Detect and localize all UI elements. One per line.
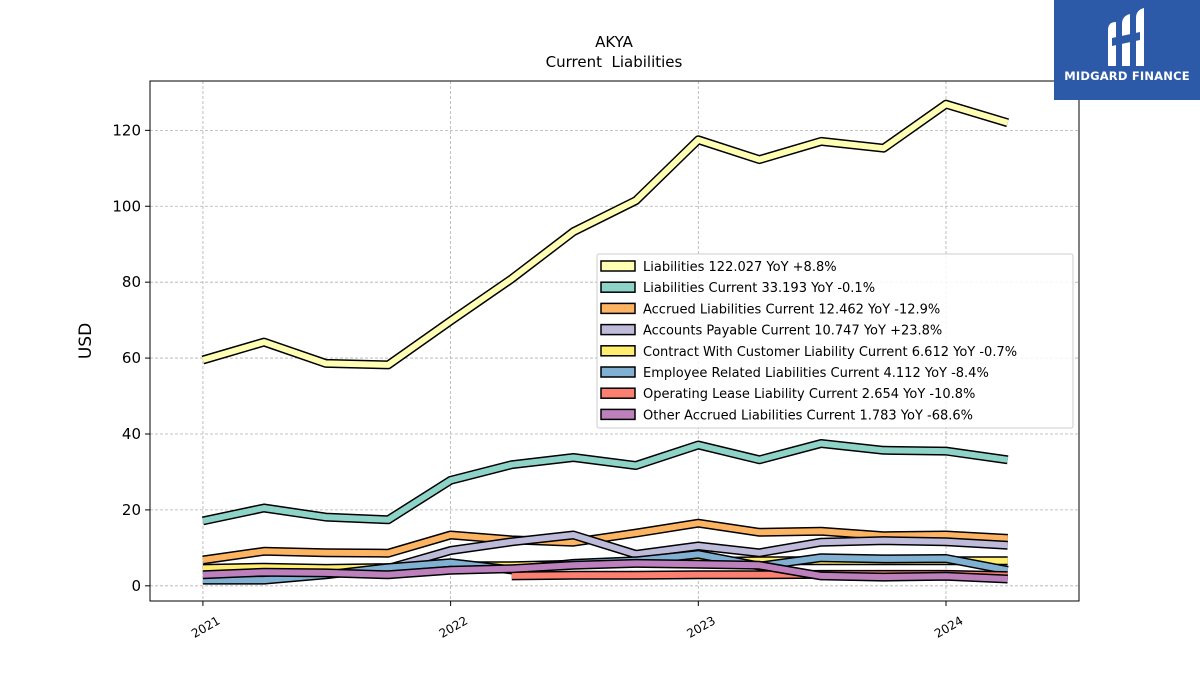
y-tick-label: 20 [122, 501, 141, 519]
series-line-3 [386, 530, 1008, 573]
legend-swatch [600, 302, 636, 315]
series-fill [387, 532, 1008, 572]
legend-swatch [600, 323, 636, 336]
y-tick-label: 120 [112, 121, 141, 139]
y-tick-label: 60 [122, 349, 141, 367]
legend-label: Operating Lease Liability Current 2.654 … [643, 387, 975, 402]
series-line-2 [202, 518, 1008, 565]
y-axis-label: USD [76, 323, 96, 359]
x-tick-label: 2022 [437, 613, 470, 640]
legend-label: Contract With Customer Liability Current… [643, 345, 1017, 360]
legend-label: Accrued Liabilities Current 12.462 YoY -… [643, 302, 940, 317]
legend-swatch [600, 366, 636, 378]
series-line-0 [201, 99, 1009, 370]
series-layer [201, 99, 1009, 585]
y-tick-label: 100 [112, 197, 141, 215]
chart-title: AKYA [595, 33, 634, 51]
series-line-7 [202, 558, 1008, 584]
brand-logo: MIDGARD FINANCE [1054, 0, 1200, 100]
legend-label: Other Accrued Liabilities Current 1.783 … [643, 408, 973, 423]
legend-swatch [600, 408, 636, 421]
legend-label: Accounts Payable Current 10.747 YoY +23.… [643, 324, 942, 339]
legend-swatch [600, 260, 636, 272]
series-fill [202, 520, 1008, 563]
legend: Liabilities 122.027 YoY +8.8% Liabilities… [596, 253, 1074, 429]
series-fill [202, 101, 1009, 368]
legend-box [596, 253, 1074, 429]
chart-subtitle: Current Liabilities [546, 53, 683, 71]
legend-label: Employee Related Liabilities Current 4.1… [643, 366, 989, 381]
legend-label: Liabilities 122.027 YoY +8.8% [643, 260, 837, 275]
brand-name: MIDGARD FINANCE [1064, 69, 1190, 83]
x-tick-label: 2024 [932, 613, 965, 640]
legend-swatch [600, 387, 636, 399]
legend-swatch [600, 281, 636, 293]
series-fill [202, 560, 1008, 582]
y-tick-label: 40 [122, 425, 141, 443]
series-fill [202, 440, 1009, 524]
legend-label: Liabilities Current 33.193 YoY -0.1% [643, 281, 875, 296]
series-outline [201, 439, 1009, 526]
legend-swatch [600, 345, 636, 357]
midgard-m-icon [1108, 8, 1144, 66]
y-tick-label: 0 [131, 577, 141, 595]
x-tick-label: 2021 [189, 613, 222, 640]
x-tick-label: 2023 [684, 613, 717, 640]
series-line-1 [201, 439, 1009, 526]
y-tick-label: 80 [122, 273, 141, 291]
plot-frame [149, 80, 1080, 602]
